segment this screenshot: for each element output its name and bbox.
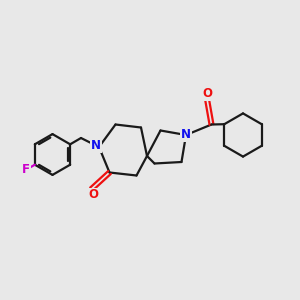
Text: N: N	[91, 139, 101, 152]
Text: F: F	[22, 163, 30, 176]
Text: N: N	[181, 128, 191, 142]
Text: O: O	[202, 87, 212, 100]
Text: O: O	[88, 188, 98, 202]
